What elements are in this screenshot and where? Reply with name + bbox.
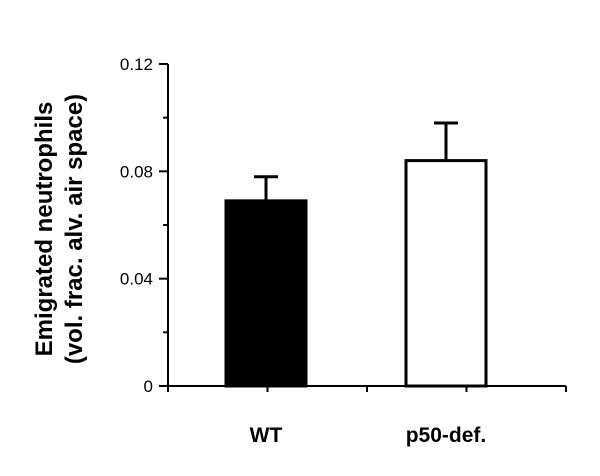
x-tick-label-wt: WT <box>250 424 283 447</box>
y-tick-label-2: 0.08 <box>120 162 153 181</box>
y-axis-title-line2: (vol. frac. alv. air space) <box>61 94 88 364</box>
labels-layer: WT p50-def. 0 0.04 0.08 0.12 <box>120 55 486 447</box>
y-axis-title: Emigrated neutrophils (vol. frac. alv. a… <box>31 94 88 364</box>
y-tick-label-0: 0 <box>144 377 153 396</box>
y-tick-label-3: 0.12 <box>120 55 153 74</box>
y-axis-title-line1: Emigrated neutrophils <box>31 102 58 357</box>
y-tick-label-1: 0.04 <box>120 270 153 289</box>
x-tick-label-p50-def-: p50-def. <box>406 424 487 447</box>
bar-wt <box>224 199 308 388</box>
bar-p50-def- <box>404 159 488 388</box>
axes-layer <box>159 63 567 392</box>
bars-layer <box>224 121 488 388</box>
